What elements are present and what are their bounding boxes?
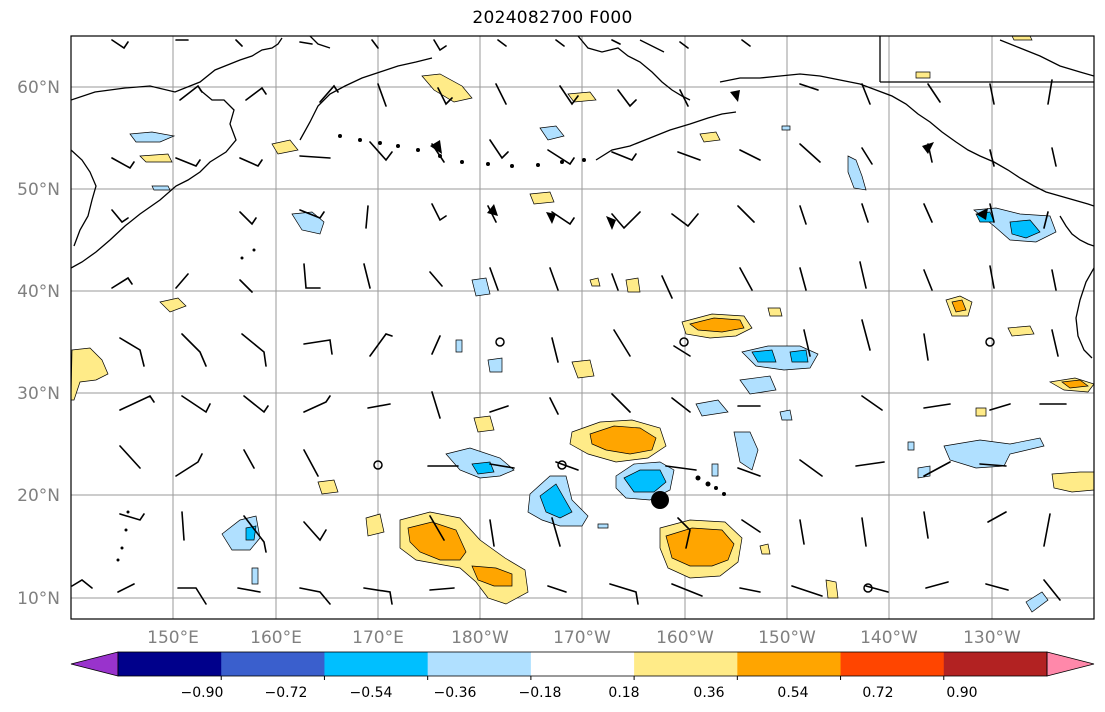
lat-label: 10°N	[17, 589, 60, 609]
lat-label: 50°N	[17, 180, 60, 200]
negative-contours	[129, 125, 1057, 613]
longitude-labels: 150°E 160°E 170°E 180°W 170°W 160°W 150°…	[147, 628, 1021, 648]
colorbar-tick-label: 0.54	[777, 685, 808, 701]
colorbar-segment	[427, 652, 532, 676]
wind-barbs	[71, 39, 1067, 605]
map-frame	[70, 35, 1095, 620]
lon-label: 140°W	[860, 628, 918, 648]
calm-wind-circles	[373, 337, 995, 593]
colorbar-tick-label: −0.90	[181, 685, 224, 701]
lon-label: 160°E	[250, 628, 302, 648]
colorbar-segment	[943, 652, 1048, 676]
map-title: 2024082700 F000	[472, 8, 633, 28]
colorbar-segment	[737, 652, 842, 676]
colorbar-segment	[530, 652, 635, 676]
latitude-labels: 60°N 50°N 40°N 30°N 20°N 10°N	[17, 78, 60, 609]
lon-label: 180°W	[451, 628, 509, 648]
colorbar-tick-label: −0.54	[350, 685, 393, 701]
colorbar: −0.90 −0.72 −0.54 −0.36 −0.18 0.18 0.36 …	[70, 651, 1095, 701]
colorbar-extend-left	[70, 651, 119, 677]
colorbar-tick-label: 0.18	[608, 685, 639, 701]
positive-contours	[71, 36, 1094, 605]
colorbar-segment	[118, 652, 222, 676]
islands	[116, 134, 726, 562]
colorbar-segment	[634, 652, 738, 676]
colorbar-segment	[221, 652, 325, 676]
colorbar-tick-label: 0.36	[693, 685, 724, 701]
colorbar-tick-label: −0.36	[434, 685, 477, 701]
wind-barb-flags	[430, 90, 988, 230]
colorbar-segment	[324, 652, 429, 676]
colorbar-tick-labels: −0.90 −0.72 −0.54 −0.36 −0.18 0.18 0.36 …	[181, 685, 978, 701]
coastlines	[71, 36, 1094, 359]
colorbar-extend-right	[1046, 651, 1095, 677]
lat-label: 20°N	[17, 486, 60, 506]
colorbar-tick-label: −0.72	[265, 685, 308, 701]
lon-label: 150°W	[758, 628, 816, 648]
colorbar-tick-label: 0.72	[862, 685, 893, 701]
lon-label: 160°W	[656, 628, 714, 648]
map-plot	[71, 36, 1094, 619]
colorbar-tick-label: 0.90	[946, 685, 977, 701]
lon-label: 170°W	[553, 628, 611, 648]
lat-label: 60°N	[17, 78, 60, 98]
lat-label: 30°N	[17, 384, 60, 404]
lat-label: 40°N	[17, 282, 60, 302]
location-marker	[651, 491, 669, 509]
colorbar-segment	[840, 652, 945, 676]
lon-label: 170°E	[352, 628, 404, 648]
lon-label: 150°E	[147, 628, 199, 648]
colorbar-tick-label: −0.18	[519, 685, 562, 701]
lon-label: 130°W	[963, 628, 1021, 648]
